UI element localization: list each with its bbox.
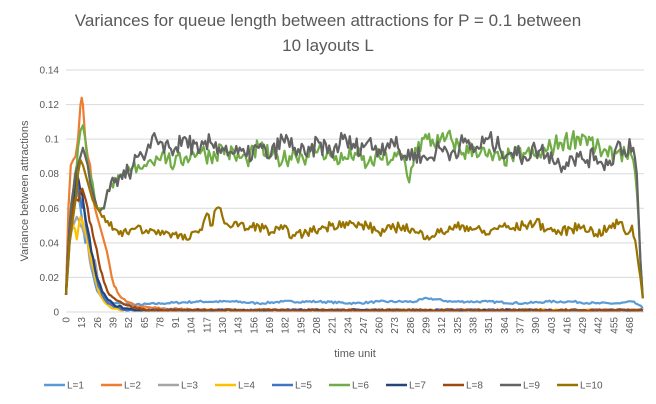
series-line-l-6	[64, 124, 644, 299]
series-line-l-1	[64, 189, 644, 310]
series-line-l-9	[64, 131, 644, 299]
legend-label: L=6	[352, 381, 369, 392]
x-tick-label: 338	[469, 317, 480, 334]
series-line-l-5	[64, 181, 644, 313]
legend-label: L=8	[466, 381, 483, 392]
legend: L=1 L=2 L=3 L=4 L=5 L=6 L=7 L=8 L=9 L=10	[44, 381, 603, 392]
x-tick-label: 104	[187, 317, 198, 334]
x-tick-label: 130	[218, 317, 229, 334]
y-tick-label: 0.04	[40, 238, 60, 249]
x-tick-label: 52	[124, 317, 135, 329]
series-line-l-2	[64, 96, 644, 313]
x-tick-label: 442	[594, 317, 605, 334]
legend-label: L=7	[409, 381, 426, 392]
y-tick-label: 0.12	[40, 100, 60, 111]
series-lines	[64, 96, 644, 313]
y-axis-label: Variance between attractions	[19, 120, 31, 262]
x-tick-label: 13	[77, 317, 88, 329]
x-tick-label: 39	[108, 317, 119, 329]
y-tick-label: 0.1	[45, 135, 59, 146]
chart-title-line-2: 10 layouts L	[282, 36, 374, 55]
x-tick-label: 273	[390, 317, 401, 334]
x-tick-label: 156	[249, 317, 260, 334]
x-tick-label: 364	[500, 317, 511, 334]
x-tick-label: 65	[140, 317, 151, 329]
x-axis-ticks: 0 13 26 39 52 65 78 91 104 117 130 143 156 169 182 195 2…	[62, 317, 637, 334]
x-tick-label: 208	[312, 317, 323, 334]
series-line-l-8	[64, 187, 644, 313]
legend-label: L=1	[67, 381, 84, 392]
y-tick-label: 0.14	[40, 66, 60, 77]
x-tick-label: 26	[93, 317, 104, 329]
legend-label: L=3	[181, 381, 198, 392]
x-tick-label: 182	[281, 317, 292, 334]
x-tick-label: 455	[609, 317, 620, 334]
y-tick-label: 0.06	[40, 204, 60, 215]
legend-label: L=4	[238, 381, 255, 392]
y-axis-ticks: 0 0.02 0.04 0.06 0.08 0.1 0.12 0.14	[40, 66, 60, 319]
x-tick-label: 377	[515, 317, 526, 334]
chart-title-line-1: Variances for queue length between attra…	[75, 11, 581, 30]
x-tick-label: 468	[625, 317, 636, 334]
x-tick-label: 169	[265, 317, 276, 334]
x-tick-label: 416	[562, 317, 573, 334]
legend-label: L=5	[295, 381, 312, 392]
x-tick-label: 312	[437, 317, 448, 334]
x-tick-label: 260	[375, 317, 386, 334]
x-tick-label: 195	[296, 317, 307, 334]
x-tick-label: 325	[453, 317, 464, 334]
x-tick-label: 286	[406, 317, 417, 334]
x-tick-label: 429	[578, 317, 589, 334]
y-tick-label: 0.08	[40, 169, 60, 180]
y-tick-label: 0	[53, 308, 59, 319]
x-tick-label: 403	[547, 317, 558, 334]
series-line-l-10	[64, 158, 644, 299]
legend-label: L=2	[124, 381, 141, 392]
x-tick-label: 390	[531, 317, 542, 334]
legend-label: L=10	[580, 381, 603, 392]
x-tick-label: 247	[359, 317, 370, 334]
x-tick-label: 234	[343, 317, 354, 334]
grid	[66, 69, 644, 278]
x-tick-label: 143	[234, 317, 245, 334]
x-tick-label: 78	[155, 317, 166, 329]
y-tick-label: 0.02	[40, 273, 60, 284]
x-tick-label: 221	[328, 317, 339, 334]
x-tick-label: 351	[484, 317, 495, 334]
x-tick-label: 299	[422, 317, 433, 334]
x-tick-label: 0	[62, 317, 73, 323]
x-axis-label: time unit	[334, 348, 376, 360]
x-tick-label: 117	[202, 317, 213, 333]
legend-label: L=9	[523, 381, 540, 392]
x-tick-label: 91	[171, 317, 182, 329]
